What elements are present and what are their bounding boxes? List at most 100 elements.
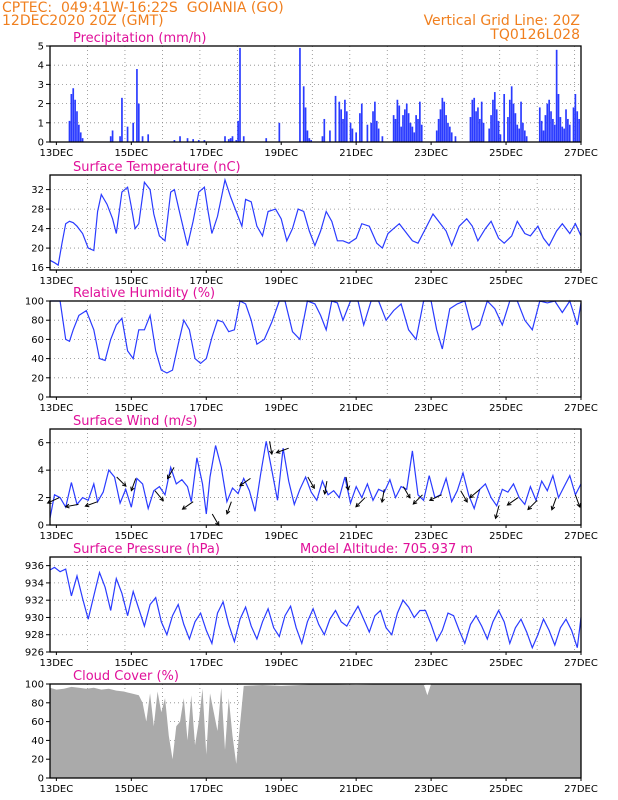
precip-bar — [503, 94, 506, 142]
precip-bar — [553, 124, 556, 142]
precip-bar — [508, 99, 511, 142]
y-tick-label: 4 — [38, 61, 44, 72]
precip-bar — [415, 115, 417, 142]
x-tick-label: 17DEC — [189, 658, 223, 669]
precip-bar — [126, 126, 129, 142]
precip-bar — [396, 99, 399, 142]
x-tick-label: 23DEC — [414, 531, 448, 542]
x-tick-label: 17DEC — [189, 784, 223, 795]
precip-bar — [141, 136, 144, 142]
precip-bar — [417, 118, 419, 142]
wind-arrow — [402, 486, 411, 499]
wind-arrow-head — [506, 501, 512, 506]
y-tick-label: 40 — [31, 354, 44, 365]
wind-arrow-head — [494, 514, 499, 520]
precip-bar — [557, 94, 560, 142]
wind-arrow — [182, 501, 194, 510]
wind-arrow — [307, 476, 315, 489]
x-tick-label: 13DEC — [40, 784, 74, 795]
precip-bar — [478, 118, 481, 142]
wind-arrow-head — [412, 500, 418, 505]
precip-bar — [447, 122, 449, 142]
precip-bar — [443, 101, 446, 142]
precip-bar — [137, 103, 140, 142]
precip-bar — [237, 120, 239, 142]
precip-bar — [471, 99, 474, 142]
y-tick-label: 0 — [38, 393, 44, 404]
model-altitude-label: Model Altitude: 705.937 m — [300, 542, 473, 557]
wind-arrow — [85, 501, 98, 507]
x-tick-label: 17DEC — [189, 531, 223, 542]
x-tick-label: 15DEC — [114, 276, 148, 287]
precip-bar — [402, 115, 404, 142]
y-tick-label: 60 — [31, 717, 44, 728]
precip-bar — [186, 138, 189, 142]
wind-arrow-head — [345, 485, 351, 491]
x-tick-label: 23DEC — [414, 148, 448, 159]
x-tick-label: 23DEC — [414, 276, 448, 287]
precip-bar — [109, 136, 112, 142]
wind-arrow-head — [167, 474, 172, 480]
precip-bar — [520, 101, 522, 142]
wind-arrow-head — [322, 489, 328, 495]
precip-bar — [119, 136, 121, 142]
precip-bar — [400, 126, 402, 142]
precip-bar — [555, 49, 558, 143]
wind-arrow — [345, 476, 349, 490]
wind-arrow — [130, 478, 137, 491]
x-tick-label: 21DEC — [339, 148, 373, 159]
precip-bar — [482, 122, 485, 142]
panel-frame — [49, 556, 582, 653]
wind-arrow — [154, 490, 164, 501]
wind-arrow — [226, 501, 232, 515]
precip-bar — [302, 86, 305, 142]
precip-bar — [81, 138, 84, 142]
precip-bar — [235, 140, 238, 142]
y-tick-label: 1 — [38, 118, 44, 129]
wind-arrow-head — [355, 502, 360, 508]
x-tick-label: 13DEC — [40, 148, 74, 159]
precip-bar — [413, 132, 416, 142]
precip-bar — [136, 69, 138, 142]
precip-bar — [546, 103, 549, 142]
wind-arrow-head — [268, 450, 274, 456]
wind-arrow — [551, 497, 557, 510]
pressure-series-line — [49, 566, 582, 650]
precip-bar — [351, 128, 354, 142]
x-tick-label: 25DEC — [489, 531, 523, 542]
precip-bar — [407, 113, 410, 142]
precip-bar — [522, 122, 524, 142]
wind-arrow-head — [380, 498, 385, 504]
y-tick-label: 20 — [31, 244, 44, 255]
precip-bar — [366, 124, 369, 142]
x-tick-label: 13DEC — [40, 658, 74, 669]
precip-bar — [147, 134, 150, 142]
precip-bar — [492, 99, 494, 142]
precip-bar — [512, 103, 515, 142]
precip-bar — [525, 136, 528, 142]
wind-arrow-head — [550, 505, 556, 511]
y-tick-label: 5 — [38, 42, 44, 53]
y-tick-label: 0 — [38, 774, 44, 785]
y-tick-label: 20 — [31, 373, 44, 384]
precip-bar — [265, 138, 268, 142]
panel-frame — [49, 428, 582, 526]
x-tick-label: 23DEC — [414, 658, 448, 669]
x-tick-label: 23DEC — [414, 784, 448, 795]
panel-title: Surface Wind (m/s) — [73, 414, 197, 429]
wind-arrow-head — [310, 484, 315, 490]
y-tick-label: 934 — [25, 578, 44, 589]
wind-arrow — [574, 494, 581, 508]
y-tick-label: 100 — [25, 297, 44, 308]
panel-frame — [49, 683, 582, 779]
temp-series-line — [49, 177, 582, 267]
x-tick-label: 23DEC — [414, 403, 448, 414]
x-tick-label: 21DEC — [339, 403, 373, 414]
wind-arrow-head — [463, 497, 468, 503]
precip-bar — [578, 118, 580, 142]
x-tick-label: 21DEC — [339, 276, 373, 287]
x-tick-label: 21DEC — [339, 531, 373, 542]
precip-bar — [310, 140, 313, 142]
x-tick-label: 13DEC — [40, 276, 74, 287]
x-tick-label: 27DEC — [564, 784, 598, 795]
